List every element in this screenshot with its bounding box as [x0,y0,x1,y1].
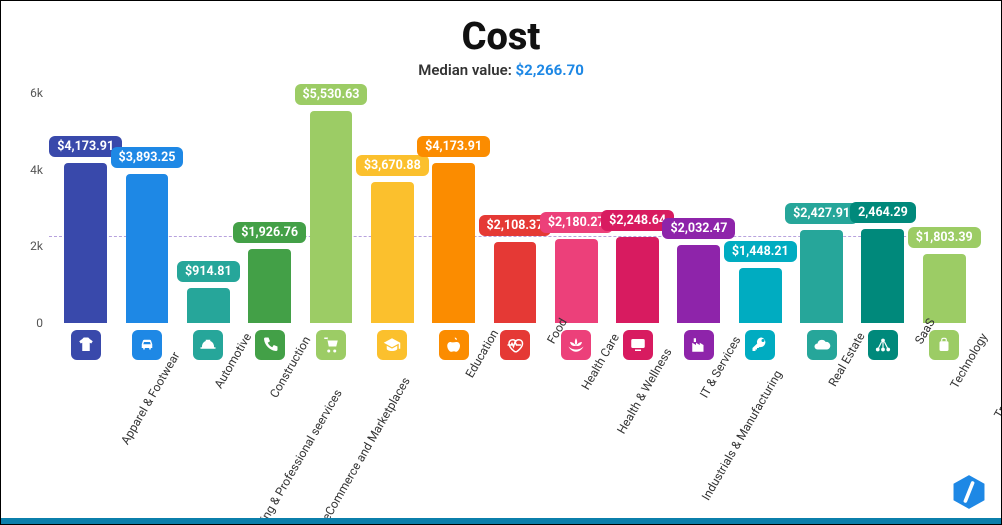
bar [371,182,414,323]
bar [432,163,475,323]
chart-subtitle: Median value: $2,266.70 [1,61,1001,79]
network-icon [868,330,898,360]
heart-icon [500,330,530,360]
bar-real-estate: $1,448.21 [730,268,791,324]
monitor-icon [623,330,653,360]
tshirt-icon [71,330,101,360]
category-label-cell: Construction [178,369,239,519]
car-icon [132,330,162,360]
bar-automotive: $3,893.25 [116,174,177,323]
luggage-icon [929,330,959,360]
category-label-cell: IT & Services [607,369,668,519]
y-tick: 6k [11,86,43,100]
bar-health-care: $2,108.37 [484,242,545,323]
category-label-cell: Real Estate [730,369,791,519]
category-label-cell: Health & Wellness [546,369,607,519]
label-row: Apparel & FootwearAutomotiveConstruction… [49,369,981,519]
apple-icon [439,330,469,360]
category-label-cell: Health Care [484,369,545,519]
cloud-icon [807,330,837,360]
category-label-cell: Education [362,369,423,519]
category-label-cell: Consulting & Professional seervices [239,369,300,519]
lotus-icon [561,330,591,360]
bar-ecommerce-and-marketplaces: $5,530.63 [300,111,361,323]
bar-technology: 2,464.29 [852,229,913,323]
category-label-cell: Apparel & Footwear [55,369,116,519]
hardhat-icon [193,330,223,360]
value-pill: $1,803.39 [908,227,981,248]
chart-title: Cost [1,15,1001,59]
category-label-cell: Automotive [116,369,177,519]
value-pill: $3,893.25 [111,147,184,168]
brand-logo-icon [951,474,987,510]
category-label-cell: SaaS [791,369,852,519]
cart-icon [316,330,346,360]
bar-education: $3,670.88 [362,182,423,323]
key-icon [745,330,775,360]
value-pill: $2,032.47 [662,218,735,239]
value-pill: $1,448.21 [724,241,797,262]
value-pill: $3,670.88 [356,155,429,176]
bar-travel-leisure: $1,803.39 [914,254,975,323]
category-label-cell: Food [423,369,484,519]
y-tick: 0 [11,316,43,330]
y-tick: 4k [11,163,43,177]
gradcap-icon [377,330,407,360]
bars-container: $4,173.91$3,893.25$914.81$1,926.76$5,530… [49,93,981,323]
bar-construction: $914.81 [178,288,239,323]
value-pill: $4,173.91 [417,136,490,157]
y-tick: 2k [11,239,43,253]
bar-apparel-footwear: $4,173.91 [55,163,116,323]
category-label-cell: Technology [852,369,913,519]
category-label-cell: Industrials & Manufacturing [668,369,729,519]
chart-frame: Cost Median value: $2,266.70 02k4k6k $4,… [0,0,1002,525]
value-pill: $2,427.91 [785,203,858,224]
subtitle-prefix: Median value: [418,61,515,79]
footer-bar [1,518,1001,524]
value-pill: $5,530.63 [295,84,368,105]
median-value: $2,266.70 [516,61,584,79]
plot-area: 02k4k6k $4,173.91$3,893.25$914.81$1,926.… [49,93,981,323]
bar [64,163,107,323]
bar-consulting-professional-seervices: $1,926.76 [239,249,300,323]
value-pill: $1,926.76 [233,222,306,243]
bar-industrials-manufacturing: $2,032.47 [668,245,729,323]
bar [126,174,169,323]
factory-icon [684,330,714,360]
phone-icon [255,330,285,360]
icon-cell [55,327,116,363]
value-pill: 2,464.29 [850,202,916,223]
bar-saas: $2,427.91 [791,230,852,323]
category-label-cell: eCommerce and Marketplaces [300,369,361,519]
bar-food: $4,173.91 [423,163,484,323]
bar [310,111,353,323]
value-pill: $914.81 [177,261,240,282]
